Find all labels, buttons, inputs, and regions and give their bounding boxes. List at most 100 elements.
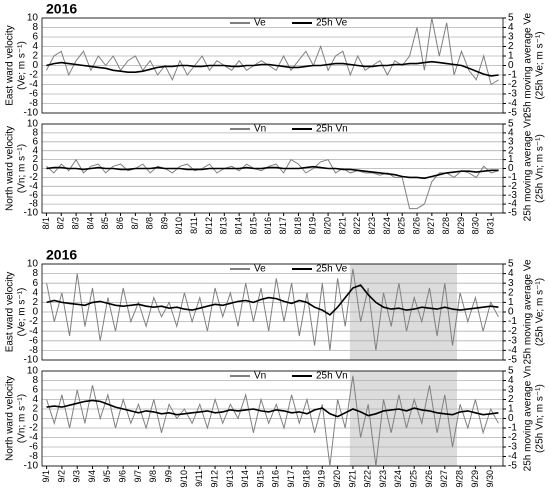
y2-axis-label: (25h Vn; m s⁻¹) bbox=[535, 384, 546, 453]
y-axis-label: (Vn; m s⁻¹) bbox=[17, 394, 28, 443]
y-tick-label: -4 bbox=[29, 326, 38, 337]
x-tick-label: 8/26 bbox=[411, 217, 421, 235]
x-tick-label: 9/10 bbox=[179, 470, 189, 488]
y2-axis-label: 25h moving average Vn bbox=[523, 366, 534, 472]
plot-frame bbox=[41, 123, 504, 214]
x-tick-label: 8/19 bbox=[308, 217, 318, 235]
y2-tick-label: -4 bbox=[508, 345, 517, 356]
y2-tick-label: 1 bbox=[508, 404, 514, 415]
y-tick-label: 0 bbox=[32, 413, 38, 424]
y-tick-label: -10 bbox=[24, 208, 39, 219]
x-tick-label: 9/5 bbox=[102, 470, 112, 483]
y2-axis-label: 25h moving average Vn bbox=[523, 116, 534, 222]
y-tick-label: 6 bbox=[32, 385, 38, 396]
y2-tick-label: -5 bbox=[508, 208, 517, 219]
x-tick-label: 8/23 bbox=[367, 217, 377, 235]
y-tick-label: -10 bbox=[24, 108, 39, 119]
x-tick-label: 9/28 bbox=[454, 470, 464, 488]
y-tick-label: 2 bbox=[32, 404, 38, 415]
y2-tick-label: 4 bbox=[508, 375, 514, 386]
x-tick-label: 8/4 bbox=[85, 217, 95, 230]
x-tick-label: 8/13 bbox=[219, 217, 229, 235]
y2-tick-label: -1 bbox=[508, 172, 517, 183]
y2-tick-label: -2 bbox=[508, 181, 517, 192]
x-tick-label: 8/3 bbox=[70, 217, 80, 230]
series-line bbox=[46, 165, 499, 180]
y2-axis-label: (25h Ve; m s⁻¹) bbox=[535, 31, 546, 99]
x-tick-label: 8/27 bbox=[426, 217, 436, 235]
legend-label: Vn bbox=[254, 124, 266, 135]
y-tick-label: 10 bbox=[27, 366, 39, 377]
y2-tick-label: 5 bbox=[508, 13, 514, 24]
x-tick-label: 9/30 bbox=[485, 470, 495, 488]
x-tick-label: 8/8 bbox=[145, 217, 155, 230]
x-tick-label: 8/1 bbox=[41, 217, 51, 230]
x-tick-label: 8/6 bbox=[115, 217, 125, 230]
x-tick-label: 8/20 bbox=[322, 217, 332, 235]
x-tick-label: 8/5 bbox=[100, 217, 110, 230]
y2-tick-label: -5 bbox=[508, 461, 517, 472]
y-tick-label: 0 bbox=[32, 163, 38, 174]
y-tick-label: 8 bbox=[32, 375, 38, 386]
x-tick-label: 8/21 bbox=[337, 217, 347, 235]
y-tick-label: -4 bbox=[29, 181, 38, 192]
y-tick-label: -8 bbox=[29, 451, 38, 462]
y-tick-label: 10 bbox=[27, 259, 39, 270]
x-tick-label: 9/17 bbox=[286, 470, 296, 488]
y-tick-label: 8 bbox=[32, 22, 38, 33]
x-tick-label: 8/28 bbox=[441, 217, 451, 235]
x-tick-label: 9/14 bbox=[240, 470, 250, 488]
y-tick-label: -8 bbox=[29, 345, 38, 356]
y2-tick-label: 2 bbox=[508, 287, 514, 298]
legend-label: 25h Vn bbox=[316, 124, 348, 135]
y-tick-label: -2 bbox=[29, 423, 38, 434]
x-tick-label: 8/9 bbox=[159, 217, 169, 230]
y2-tick-label: 0 bbox=[508, 307, 514, 318]
x-tick-label: 9/11 bbox=[194, 470, 204, 487]
y-tick-label: -6 bbox=[29, 89, 38, 100]
y2-tick-label: 5 bbox=[508, 366, 514, 377]
series-line bbox=[46, 268, 499, 351]
x-tick-label: 8/15 bbox=[248, 217, 258, 235]
x-tick-label: 8/22 bbox=[352, 217, 362, 235]
y2-tick-label: 0 bbox=[508, 163, 514, 174]
x-tick-label: 9/26 bbox=[424, 470, 434, 488]
x-tick-label: 9/19 bbox=[317, 470, 327, 488]
y2-tick-label: -3 bbox=[508, 442, 517, 453]
y-tick-label: -6 bbox=[29, 335, 38, 346]
x-tick-label: 9/21 bbox=[347, 470, 357, 488]
y-tick-label: 4 bbox=[32, 145, 38, 156]
y2-tick-label: 3 bbox=[508, 385, 514, 396]
x-tick-label: 8/11 bbox=[189, 217, 199, 234]
plot-frame bbox=[41, 370, 504, 467]
y-tick-label: -4 bbox=[29, 79, 38, 90]
y-tick-label: 0 bbox=[32, 307, 38, 318]
x-tick-label: 9/7 bbox=[133, 470, 143, 483]
x-tick-label: 9/23 bbox=[378, 470, 388, 488]
y-tick-label: 10 bbox=[27, 13, 39, 24]
x-tick-label: 9/9 bbox=[163, 470, 173, 483]
y2-tick-label: -2 bbox=[508, 79, 517, 90]
x-tick-label: 8/18 bbox=[293, 217, 303, 235]
y-tick-label: 6 bbox=[32, 278, 38, 289]
x-tick-label: 9/18 bbox=[301, 470, 311, 488]
chart-title: 2016 bbox=[46, 1, 77, 17]
y2-tick-label: -1 bbox=[508, 316, 517, 327]
y-tick-label: -2 bbox=[29, 172, 38, 183]
x-tick-label: 8/14 bbox=[234, 217, 244, 235]
legend-label: Vn bbox=[254, 371, 266, 382]
y-tick-label: -6 bbox=[29, 190, 38, 201]
y-tick-label: -8 bbox=[29, 199, 38, 210]
x-tick-label: 9/13 bbox=[225, 470, 235, 488]
x-tick-label: 8/31 bbox=[486, 217, 496, 235]
x-tick-label: 9/8 bbox=[148, 470, 158, 483]
y2-tick-label: 5 bbox=[508, 119, 514, 130]
y2-tick-label: 2 bbox=[508, 145, 514, 156]
y-tick-label: 10 bbox=[27, 119, 39, 130]
y2-axis-label: 25h moving average Ve bbox=[523, 259, 534, 365]
series-line bbox=[45, 17, 499, 86]
y2-tick-label: -4 bbox=[508, 199, 517, 210]
y-tick-label: 8 bbox=[32, 268, 38, 279]
y2-tick-label: 1 bbox=[508, 297, 514, 308]
y2-tick-label: -4 bbox=[508, 451, 517, 462]
